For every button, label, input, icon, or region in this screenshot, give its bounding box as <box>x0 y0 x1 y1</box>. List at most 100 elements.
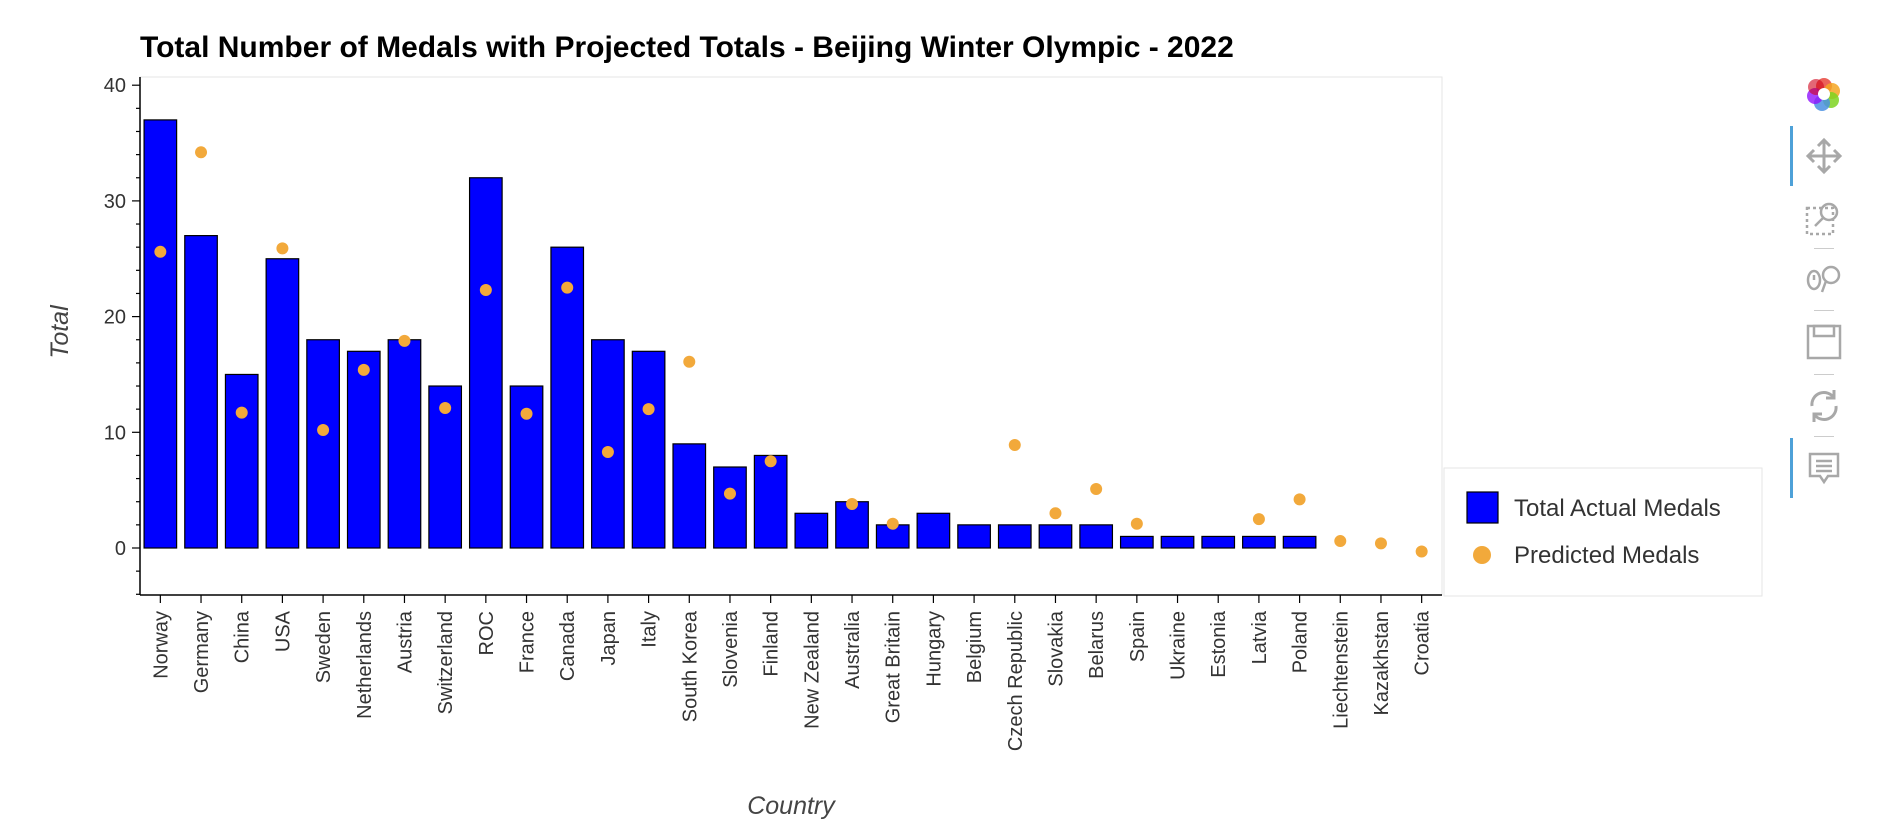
bar <box>1038 524 1073 549</box>
predicted-point <box>1252 513 1265 526</box>
hover-active-indicator <box>1790 438 1793 498</box>
bar <box>1201 535 1236 549</box>
x-tick-label: Norway <box>150 611 172 679</box>
predicted-point <box>561 281 574 294</box>
x-tick-label: China <box>232 610 254 663</box>
predicted-point <box>1415 545 1428 558</box>
bar <box>346 350 381 549</box>
predicted-point <box>601 445 614 458</box>
bar <box>713 466 747 549</box>
predicted-point <box>195 146 208 159</box>
legend-box <box>1443 467 1763 597</box>
bar <box>957 524 991 549</box>
predicted-point <box>1334 535 1347 548</box>
bar <box>753 454 788 549</box>
x-tick-label: South Korea <box>679 610 701 722</box>
y-axis: 0 10 20 30 40 <box>104 75 141 595</box>
x-tick-label: Liechtenstein <box>1330 611 1352 729</box>
predicted-point <box>886 517 899 530</box>
bar <box>916 512 951 549</box>
x-tick-label: Latvia <box>1249 610 1271 664</box>
x-tick-label: Australia <box>842 610 864 689</box>
bar <box>550 246 585 549</box>
x-tick-label: Poland <box>1290 611 1312 673</box>
x-tick-label: Estonia <box>1208 610 1230 678</box>
bar <box>1242 535 1276 549</box>
bar <box>1079 524 1114 549</box>
x-tick-label: Germany <box>191 611 213 693</box>
y-tick-label: 10 <box>104 422 126 444</box>
x-tick-label: Belgium <box>964 611 986 683</box>
toolbar-divider <box>1814 248 1834 249</box>
y-tick-label: 20 <box>104 307 126 329</box>
x-tick-label: Ukraine <box>1168 611 1190 680</box>
pan-active-indicator <box>1790 126 1793 186</box>
predicted-point <box>317 423 330 436</box>
toolbar-divider <box>1814 310 1834 311</box>
predicted-point <box>439 402 452 415</box>
x-tick-label: France <box>517 611 539 673</box>
hover-icon[interactable] <box>1804 448 1844 488</box>
bar <box>794 512 829 549</box>
x-tick-label: Finland <box>761 611 783 677</box>
bar <box>1160 535 1195 549</box>
toolbar <box>1790 70 1850 510</box>
predicted-point <box>398 334 411 347</box>
predicted-point <box>520 407 533 420</box>
predicted-point <box>1374 537 1387 550</box>
pan-icon[interactable] <box>1804 136 1844 176</box>
legend: Total Actual Medals Predicted Medals <box>1443 467 1763 597</box>
predicted-point <box>642 403 655 416</box>
x-tick-label: Canada <box>557 610 579 681</box>
bar <box>184 235 218 549</box>
predicted-point <box>154 245 167 258</box>
x-tick-label: Japan <box>598 611 620 666</box>
y-tick-label: 0 <box>115 538 126 560</box>
x-tick-label: USA <box>272 610 294 652</box>
toolbar-divider <box>1814 436 1834 437</box>
predicted-point <box>1049 507 1062 520</box>
x-tick-label: Netherlands <box>354 611 376 719</box>
predicted-point <box>846 498 859 511</box>
y-tick-label: 30 <box>104 191 126 213</box>
x-tick-label: ROC <box>476 611 498 655</box>
reset-icon[interactable] <box>1804 386 1844 426</box>
x-tick-label: Croatia <box>1412 610 1434 675</box>
save-icon[interactable] <box>1804 322 1844 362</box>
bar <box>143 119 178 549</box>
x-tick-label: Czech Republic <box>1005 611 1027 751</box>
x-tick-label: Sweden <box>313 611 335 683</box>
x-tick-label: Austria <box>394 610 416 673</box>
bokeh-logo-icon[interactable] <box>1804 74 1844 114</box>
wheel-zoom-icon[interactable] <box>1804 260 1844 300</box>
x-tick-label: Hungary <box>923 611 945 687</box>
bar <box>306 339 340 549</box>
toolbar-divider <box>1814 374 1834 375</box>
y-tick-label: 40 <box>104 75 126 97</box>
bar <box>428 385 463 549</box>
predicted-point <box>723 487 736 500</box>
predicted-point <box>357 363 370 376</box>
bar <box>997 524 1032 549</box>
x-tick-label: Kazakhstan <box>1371 611 1393 716</box>
bar <box>265 258 300 549</box>
bar <box>468 177 503 549</box>
x-tick-label: Slovakia <box>1045 610 1067 686</box>
bar <box>631 350 666 549</box>
predicted-point <box>764 455 777 468</box>
bar <box>387 339 422 549</box>
legend-swatch-dot <box>1473 546 1491 564</box>
predicted-point <box>276 242 289 255</box>
box-zoom-icon[interactable] <box>1804 198 1844 238</box>
chart-title: Total Number of Medals with Projected To… <box>140 31 1234 64</box>
x-tick-label: Great Britain <box>883 611 905 723</box>
bar <box>672 443 707 549</box>
x-axis: Norway Germany China USA Sweden Netherlands Au… <box>140 594 1442 751</box>
predicted-point <box>683 355 696 368</box>
bar <box>1119 535 1154 549</box>
x-tick-label: Slovenia <box>720 610 742 688</box>
scatter-series <box>154 146 1428 558</box>
predicted-point <box>1130 517 1143 530</box>
x-tick-label: Spain <box>1127 611 1149 662</box>
x-tick-label: Belarus <box>1086 611 1108 679</box>
